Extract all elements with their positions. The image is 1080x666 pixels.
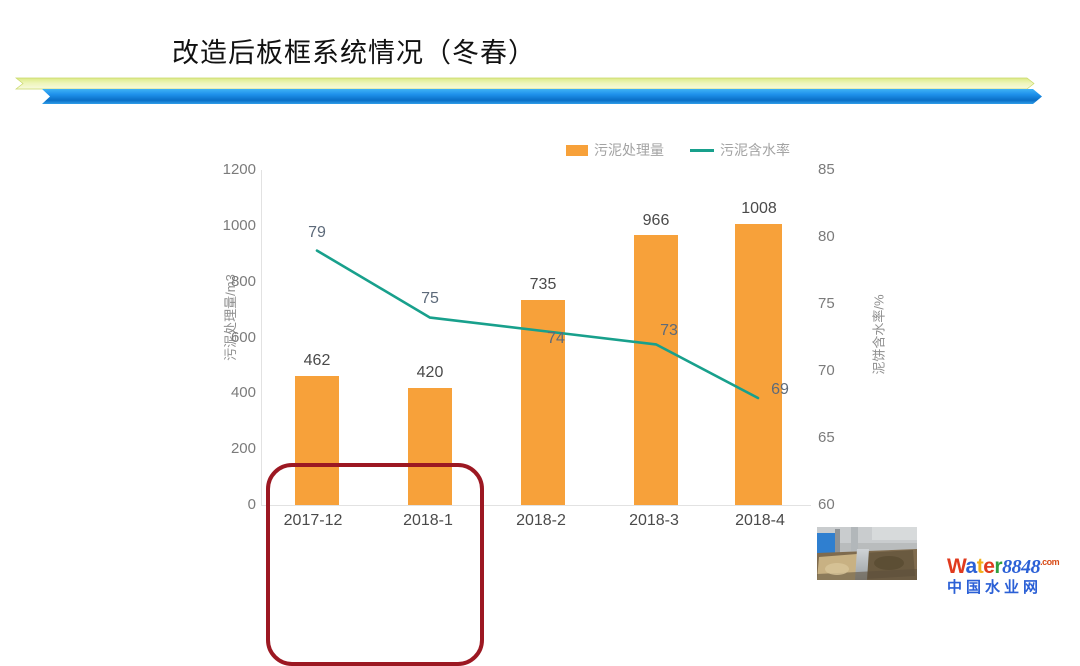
- bar-label-2018-3: 966: [642, 212, 670, 229]
- x-tick-2018-1: 2018-1: [403, 512, 453, 529]
- watermark-letter-r: r: [994, 555, 1003, 578]
- watermark-dotcom: .com: [1040, 557, 1060, 567]
- y-tick-right-85: 85: [818, 161, 835, 178]
- page-title: 改造后板框系统情况（冬春）: [172, 38, 536, 68]
- y-tick-left-1200: 1200: [222, 161, 256, 178]
- watermark-chinese: 中国水业网: [947, 579, 1043, 596]
- y-axis-left-spine: [261, 170, 262, 506]
- rule-blue-bar: [42, 89, 1042, 104]
- y-tick-right-80: 80: [818, 228, 835, 245]
- watermark-letter-t: t: [976, 555, 984, 578]
- x-tick-2018-2: 2018-2: [516, 512, 566, 529]
- line-label-2018-2: 74: [547, 330, 565, 347]
- bar-label-2018-2: 735: [529, 276, 557, 293]
- rule-green-bar: [14, 77, 1035, 90]
- watermark-logo: Water8848.com 中国水业网: [947, 551, 1073, 597]
- rule-svg: [14, 77, 1042, 104]
- bar-label-2017-12: 462: [303, 352, 331, 369]
- y-tick-left-1000: 1000: [222, 216, 256, 234]
- y-tick-right-70: 70: [818, 362, 835, 379]
- watermark-letter-e: e: [983, 555, 995, 578]
- plot-area: 462 420 735 966 1008 79 75 74 73 69: [262, 170, 810, 505]
- line-label-2018-1: 75: [421, 290, 439, 307]
- bar-label-2018-1: 420: [416, 364, 444, 381]
- legend-swatch-bar-icon: [566, 144, 588, 156]
- title-decorative-rule: [0, 76, 1080, 106]
- y-tick-left-400: 400: [230, 384, 256, 402]
- y-tick-left-200: 200: [230, 440, 256, 458]
- y-axis-right-title: 泥饼含水率/%: [871, 294, 887, 375]
- x-tick-2018-4: 2018-4: [735, 512, 785, 529]
- watermark-letter-a: a: [965, 555, 978, 578]
- legend-item-bar[interactable]: 污泥处理量: [566, 140, 664, 160]
- legend-label-line: 污泥含水率: [720, 142, 790, 158]
- y-tick-left-0: 0: [247, 496, 256, 513]
- x-tick-2017-12: 2017-12: [283, 512, 343, 529]
- y-tick-right-65: 65: [818, 429, 835, 446]
- line-label-2017-12: 79: [308, 224, 326, 241]
- y-tick-left-800: 800: [230, 272, 256, 290]
- y-axis-left-ticks: 1200 1000 800 600 400 200 0: [190, 161, 256, 513]
- chart-legend: 污泥处理量 污泥含水率: [566, 140, 790, 160]
- bar-2018-4[interactable]: [735, 223, 782, 505]
- legend-item-line[interactable]: 污泥含水率: [690, 140, 790, 160]
- sludge-conveyor-photo: [817, 527, 917, 580]
- legend-label-bar: 污泥处理量: [594, 142, 664, 158]
- photo-svg: [817, 527, 917, 580]
- y-tick-right-75: 75: [818, 295, 835, 312]
- x-tick-2018-3: 2018-3: [629, 512, 679, 529]
- watermark-letter-w: W: [947, 555, 966, 578]
- line-series-svg: [315, 249, 760, 400]
- line-label-2018-4: 69: [771, 381, 789, 398]
- bar-label-2018-4: 1008: [741, 200, 777, 217]
- x-axis-spine: [261, 505, 811, 506]
- bar-2018-3[interactable]: [634, 235, 678, 505]
- legend-swatch-line-icon: [690, 148, 714, 152]
- watermark-number: 8848: [1002, 556, 1041, 578]
- line-series-path: [315, 249, 760, 400]
- chart-container: 污泥处理量 污泥含水率 污泥处理量/m3 泥饼含水率/% 1200 1000 8…: [0, 120, 1080, 666]
- y-tick-left-600: 600: [230, 328, 256, 346]
- bar-2018-1[interactable]: [408, 387, 452, 505]
- y-tick-right-60: 60: [818, 496, 835, 513]
- y-axis-right-ticks: 85 80 75 70 65 60: [818, 161, 866, 513]
- line-label-2018-3: 73: [660, 322, 678, 339]
- bar-2017-12[interactable]: [295, 376, 339, 505]
- watermark-word: Water8848.com: [947, 551, 1073, 579]
